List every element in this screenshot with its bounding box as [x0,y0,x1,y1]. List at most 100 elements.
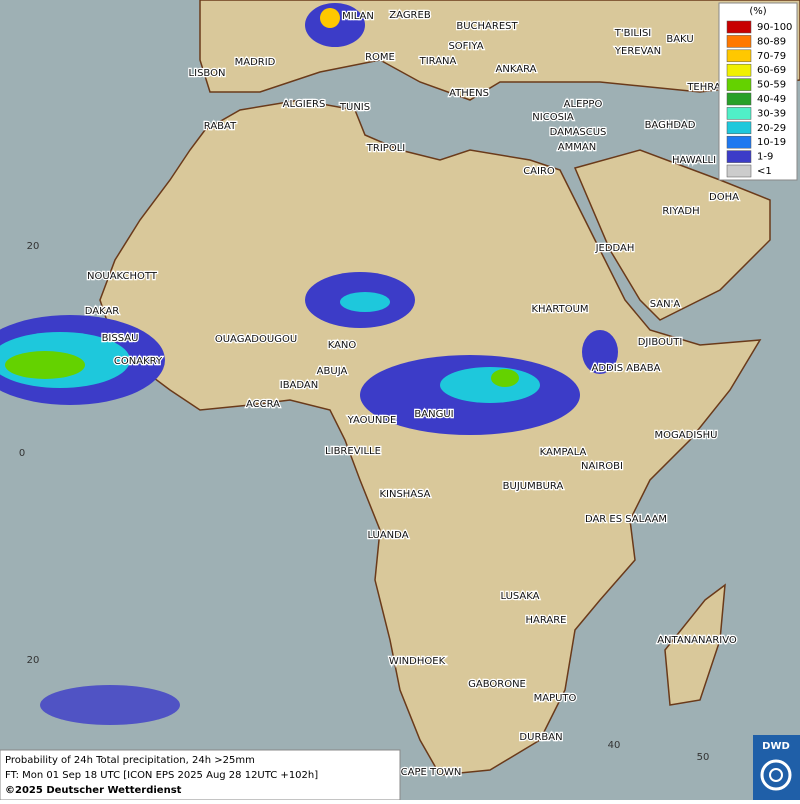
legend-label: 30-39 [757,108,786,119]
legend-swatch [726,150,752,163]
legend-swatch [726,78,752,91]
city-label: CAIRO [523,166,555,177]
city-label: SOFIYA [448,41,483,52]
caption-box [0,749,401,801]
city-label: ACCRA [246,399,280,410]
lat-label: 20 [27,655,40,666]
city-label: DAKAR [85,306,120,317]
city-label: TEHRA [686,82,720,93]
city-label: MAPUTO [534,693,577,704]
legend-swatch [726,35,752,48]
precip-area [320,8,340,28]
city-label: TIRANA [419,56,457,67]
lat-label: 0 [19,448,25,459]
city-label: TUNIS [339,102,370,113]
legend-label: 90-100 [757,22,792,33]
city-label: KANO [328,340,357,351]
legend-label: 10-19 [757,137,786,148]
legend: (%) 90-100 80-89 70-79 60-69 50-59 40-49 30-39… [718,2,798,181]
legend-label: 70-79 [757,51,786,62]
city-label: MOGADISHU [655,430,718,441]
legend-swatch [726,107,752,120]
city-label: BUCHAREST [456,21,518,32]
precip-area [40,685,180,725]
city-label: BAGHDAD [645,120,696,131]
city-label: SAN'A [650,299,681,310]
city-label: DAR ES SALAAM [585,514,667,525]
caption-line: Probability of 24h Total precipitation, … [5,755,255,766]
city-label: BUJUMBURA [503,481,564,492]
city-label: DAMASCUS [550,127,607,138]
city-label: LIBREVILLE [325,446,381,457]
city-label: YAOUNDE [347,415,397,426]
city-label: ROME [365,52,395,63]
logo-swirl [760,759,792,791]
arabia [573,149,771,321]
lon-label: 40 [608,740,621,751]
city-label: LUSAKA [501,591,540,602]
city-label: YEREVAN [614,46,661,57]
logo-text: DWD [762,741,790,752]
precip-area [440,367,540,403]
city-label: DURBAN [519,732,562,743]
city-label: ALEPPO [564,99,603,110]
city-label: CAPE TOWN [401,767,462,778]
city-label: JEDDAH [595,243,635,254]
city-label: MILAN [342,11,374,22]
legend-label: 1-9 [757,152,773,163]
legend-swatch [726,49,752,63]
precip-area [582,330,618,374]
city-label: ALGIERS [283,99,326,110]
lat-label: 20 [27,241,40,252]
precipitation [0,3,618,725]
caption: Probability of 24h Total precipitation, … [0,749,401,801]
city-label: GABORONE [468,679,526,690]
precip-area [5,351,85,379]
copyright: ©2025 Deutscher Wetterdienst [5,785,182,796]
city-label: MADRID [235,57,276,68]
caption-line: FT: Mon 01 Sep 18 UTC [ICON EPS 2025 Aug… [5,770,318,781]
legend-swatch [726,164,752,178]
lon-label: 50 [697,752,710,763]
legend-swatch [726,135,752,149]
legend-swatch [726,63,752,77]
madagascar [664,583,726,706]
city-label: KHARTOUM [531,304,588,315]
city-label: ZAGREB [389,10,431,21]
city-label: RIYADH [662,206,699,217]
city-label: HARARE [525,615,566,626]
legend-label: 80-89 [757,36,786,47]
city-label: ATHENS [449,88,489,99]
legend-title: (%) [749,6,766,17]
city-label: ABUJA [317,366,348,377]
city-label: LUANDA [367,530,408,541]
precip-area [491,369,519,387]
legend-swatch [726,121,752,135]
city-label: DOHA [709,192,739,203]
city-label: WINDHOEK [389,656,446,667]
precip-area [340,292,390,312]
city-label: LISBON [189,68,226,79]
labels: MILAN ZAGREB BUCHAREST T'BILISI BAKU MADRID RO… [19,9,741,780]
legend-label: <1 [757,166,772,177]
legend-label: 40-49 [757,94,786,105]
city-label: CONAKRY [114,356,163,367]
city-label: KAMPALA [540,447,587,458]
legend-label: 60-69 [757,65,786,76]
city-label: T'BILISI [614,28,651,39]
legend-swatch [726,92,752,106]
city-label: OUAGADOUGOU [215,334,297,345]
city-label: KINSHASA [379,489,430,500]
city-label: NAIROBI [581,461,623,472]
city-label: ANTANANARIVO [657,635,737,646]
city-label: NOUAKCHOTT [87,271,158,282]
city-label: BISSAU [102,333,139,344]
city-label: TRIPOLI [366,143,405,154]
city-label: NICOSIA [532,112,574,123]
city-label: AMMAN [558,142,596,153]
legend-label: 20-29 [757,123,786,134]
logo-swirl [769,768,783,782]
legend-swatch [726,20,752,34]
city-label: BAKU [666,34,693,45]
